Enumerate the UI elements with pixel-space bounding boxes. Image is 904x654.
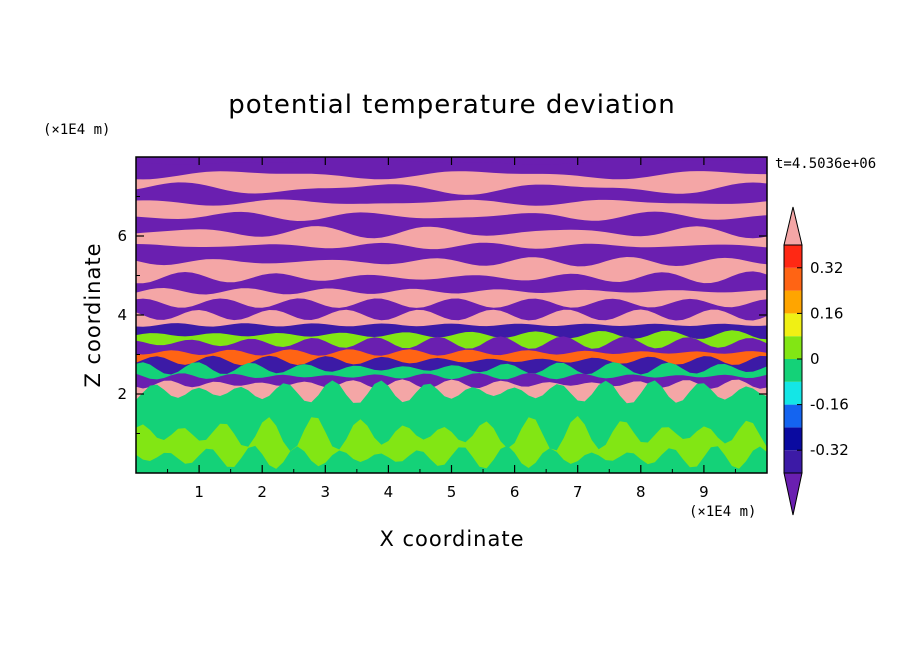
colorbar-tick-label: -0.16 [810,396,849,414]
colorbar-extend-min [783,472,803,516]
colorbar-segment [784,267,802,291]
colorbar-tick-label: -0.32 [810,441,849,459]
y-unit-label: (×1E4 m) [43,122,110,138]
y-axis-label: Z coordinate [81,242,105,387]
colorbar-segment [784,404,802,428]
y-axis: 2 4 6 [117,196,767,434]
colorbar-extend-max [783,206,803,246]
x-tick-label: 5 [447,483,457,501]
y-tick-label: 6 [117,227,127,245]
x-tick-label: 1 [194,483,204,501]
colorbar-tick-label: 0.16 [810,304,843,322]
x-tick-label: 6 [510,483,520,501]
colorbar-segment [784,313,802,337]
colorbar-tick-label: 0 [810,350,820,368]
colorbar-segment [784,336,802,359]
time-label: t=4.5036e+06 [775,156,876,172]
x-axis: 1 2 3 4 5 6 7 8 9 [167,157,736,501]
x-tick-label: 9 [699,483,709,501]
chart-title: potential temperature deviation [228,90,675,120]
x-tick-label: 2 [257,483,267,501]
y-tick-label: 2 [117,385,127,403]
colorbar-segment [784,381,802,405]
colorbar: 0.32 0.16 0 -0.16 -0.32 [783,206,849,516]
y-tick-label: 4 [117,306,127,324]
colorbar-segment [784,245,802,268]
x-tick-label: 4 [384,483,394,501]
colorbar-segment [784,290,802,314]
x-tick-label: 7 [573,483,583,501]
x-axis-label: X coordinate [379,527,524,551]
colorbar-segment [784,359,802,382]
contour-band [136,445,767,473]
colorbar-segment [784,427,802,451]
colorbar-tick-label: 0.32 [810,259,843,277]
x-tick-label: 8 [636,483,646,501]
colorbar-segment [784,450,802,473]
x-unit-label: (×1E4 m) [689,504,756,520]
x-tick-label: 3 [321,483,331,501]
plot-area [136,157,767,473]
